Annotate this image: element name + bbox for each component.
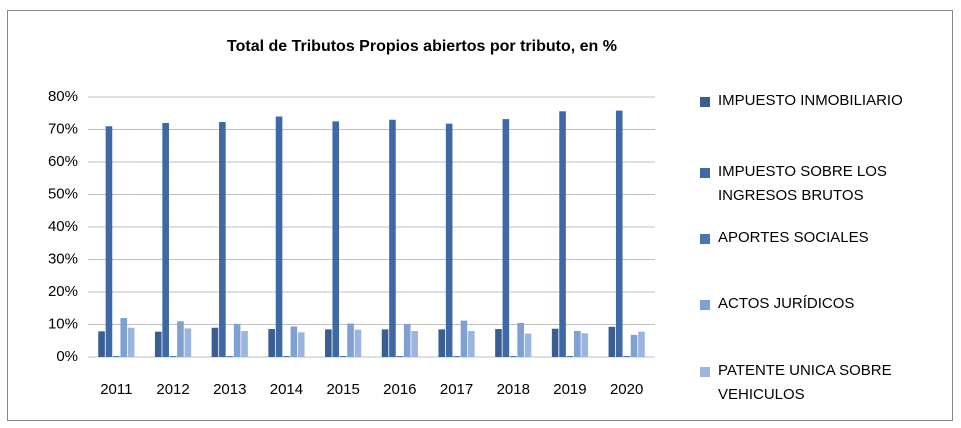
legend-swatch: [700, 97, 710, 107]
bar: [98, 331, 105, 357]
bar: [517, 322, 524, 357]
bar: [162, 123, 169, 357]
legend-label: APORTES SOCIALES: [718, 229, 869, 246]
bar: [445, 123, 453, 358]
bar: [105, 126, 113, 357]
legend-swatch: [700, 234, 710, 244]
bar: [566, 356, 574, 357]
legend-label: ACTOS JURÍDICOS: [718, 295, 855, 312]
bar: [211, 327, 219, 357]
legend-label: IMPUESTO INMOBILIARIO: [718, 92, 903, 109]
y-tick-label: 0%: [56, 348, 78, 365]
x-tick-label: 2017: [440, 381, 473, 398]
bar: [354, 329, 362, 357]
x-tick-label: 2012: [156, 381, 189, 398]
legend-label: IMPUESTO SOBRE LOS INGRESOS BRUTOS: [718, 163, 887, 204]
x-tick-label: 2013: [213, 381, 246, 398]
bar: [219, 122, 226, 358]
bar: [120, 318, 128, 357]
bar: [495, 329, 502, 357]
x-tick-label: 2014: [270, 381, 303, 398]
bar: [623, 356, 630, 357]
bar: [468, 331, 475, 357]
bar: [638, 331, 645, 357]
y-tick-label: 30%: [48, 250, 78, 267]
x-tick-label: 2020: [610, 381, 643, 398]
bar: [169, 356, 177, 357]
bar: [524, 333, 532, 357]
x-tick-label: 2016: [383, 381, 416, 398]
bar: [403, 323, 411, 357]
bar: [608, 326, 616, 357]
bar: [325, 329, 332, 357]
bar: [283, 356, 290, 357]
y-tick-label: 10%: [48, 315, 78, 332]
y-tick-label: 80%: [48, 88, 78, 105]
bar: [453, 356, 460, 357]
chart-title: Total de Tributos Propios abiertos por t…: [227, 38, 617, 55]
x-tick-label: 2019: [553, 381, 586, 398]
bar: [502, 119, 510, 357]
bar: [297, 332, 305, 357]
bar: [559, 111, 566, 357]
bar: [154, 331, 162, 357]
bar: [339, 356, 347, 357]
y-tick-label: 20%: [48, 283, 78, 300]
y-tick-label: 60%: [48, 153, 78, 170]
bar: [438, 329, 446, 357]
legend-label: PATENTE UNICA SOBRE VEHICULOS: [718, 362, 892, 403]
bar: [460, 320, 468, 357]
y-tick-label: 50%: [48, 185, 78, 202]
bar: [630, 334, 638, 357]
x-tick-label: 2015: [326, 381, 359, 398]
bar: [290, 326, 298, 357]
bar: [275, 116, 283, 357]
bar: [127, 327, 135, 357]
bar: [268, 329, 275, 357]
x-tick-label: 2018: [497, 381, 530, 398]
bar: [233, 323, 241, 357]
bar: [574, 331, 581, 357]
legend-swatch: [700, 168, 710, 178]
y-tick-label: 40%: [48, 218, 78, 235]
y-tick-label: 70%: [48, 120, 78, 137]
x-tick-label: 2011: [100, 381, 132, 398]
bar: [184, 328, 192, 357]
legend-swatch: [700, 300, 710, 310]
bar: [241, 331, 248, 357]
bar: [411, 331, 418, 357]
bar: [381, 329, 389, 357]
bar: [332, 121, 340, 357]
bar: [509, 356, 517, 357]
bar: [177, 321, 184, 357]
legend-swatch: [700, 367, 710, 377]
bar: [615, 110, 623, 358]
bar: [581, 333, 589, 357]
bar: [347, 323, 354, 357]
bar: [551, 328, 559, 357]
bar: [389, 119, 396, 357]
bar: [113, 356, 120, 357]
bar: [226, 356, 234, 357]
bar: [396, 356, 404, 357]
